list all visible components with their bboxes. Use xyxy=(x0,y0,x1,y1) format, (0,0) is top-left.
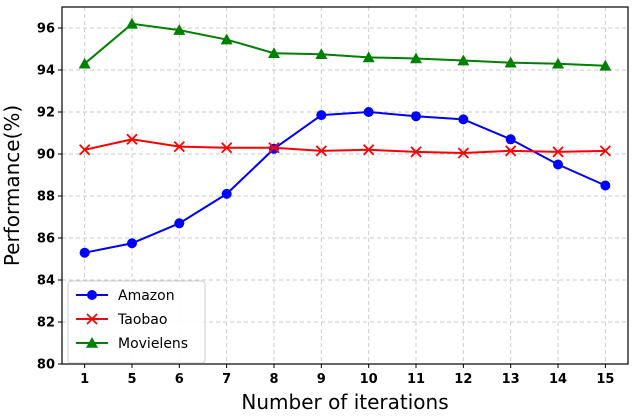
movielens-point xyxy=(410,52,423,64)
x-axis-label: Number of iterations xyxy=(241,390,448,414)
amazon-point xyxy=(505,134,516,145)
legend: Amazon Taobao Movielens xyxy=(67,280,206,364)
x-tick-label: 12 xyxy=(454,372,472,387)
series-layer xyxy=(78,17,612,258)
plot-frame xyxy=(61,6,629,365)
amazon-point xyxy=(126,238,137,249)
taobao-point xyxy=(410,146,422,158)
legend-item-amazon: Amazon xyxy=(76,288,175,304)
taobao-point xyxy=(505,145,517,157)
x-tick-label: 6 xyxy=(175,372,184,387)
movielens-point xyxy=(315,48,328,60)
movielens-point xyxy=(362,51,375,63)
legend-label: Amazon xyxy=(118,288,175,304)
x-marker-stroke xyxy=(552,146,564,158)
amazon-point xyxy=(600,180,611,191)
x-tick-label: 11 xyxy=(407,372,425,387)
x-tick-label: 9 xyxy=(317,372,326,387)
x-tick-label: 5 xyxy=(127,372,136,387)
movielens-point xyxy=(78,57,91,69)
x-marker-stroke xyxy=(126,133,138,145)
taobao-line xyxy=(84,138,606,154)
amazon-point xyxy=(363,107,374,117)
y-tick-label: 94 xyxy=(37,64,55,79)
y-tick-label: 92 xyxy=(37,106,55,121)
x-tick-label: 8 xyxy=(269,372,278,387)
x-tick-label: 14 xyxy=(549,372,567,387)
legend-marker xyxy=(86,337,98,348)
taobao-point xyxy=(268,142,280,154)
y-tick-label: 80 xyxy=(37,358,55,373)
y-tick-label: 96 xyxy=(37,22,55,37)
legend-item-taobao: Taobao xyxy=(76,312,167,328)
x-marker-stroke xyxy=(599,145,611,157)
y-tick-label: 84 xyxy=(37,274,55,289)
amazon-point xyxy=(221,188,232,199)
series-amazon xyxy=(79,107,611,258)
y-tick-label: 88 xyxy=(37,190,55,205)
x-tick-label: 7 xyxy=(222,372,231,387)
movielens-point xyxy=(125,17,138,29)
movielens-point xyxy=(173,24,186,35)
taobao-point xyxy=(79,144,91,156)
series-movielens xyxy=(78,17,612,71)
y-tick-label: 86 xyxy=(37,232,55,247)
movielens-point xyxy=(504,56,517,68)
amazon-point xyxy=(458,114,469,125)
x-marker-stroke xyxy=(79,144,91,156)
taobao-point xyxy=(173,141,185,153)
movielens-point xyxy=(599,59,612,71)
movielens-point xyxy=(457,54,470,66)
x-tick-label: 10 xyxy=(360,372,378,387)
legend-label: Movielens xyxy=(118,336,188,352)
x-marker-stroke xyxy=(363,144,375,156)
y-axis-label: Performance(%) xyxy=(0,105,24,266)
x-marker-stroke xyxy=(315,145,327,157)
series-taobao xyxy=(79,133,611,159)
legend-marker xyxy=(86,313,98,325)
x-marker-stroke xyxy=(221,142,233,154)
x-marker-stroke xyxy=(457,147,469,159)
movielens-line xyxy=(83,22,606,67)
x-marker-stroke xyxy=(86,313,98,325)
amazon-point xyxy=(411,111,422,122)
amazon-point xyxy=(553,159,564,170)
amazon-line xyxy=(84,110,606,254)
movielens-point xyxy=(220,33,233,45)
movielens-point xyxy=(552,57,565,69)
amazon-point xyxy=(174,218,185,229)
taobao-point xyxy=(221,142,233,154)
amazon-point xyxy=(316,110,327,121)
movielens-point xyxy=(267,47,280,58)
legend-item-movielens: Movielens xyxy=(76,336,188,352)
amazon-point xyxy=(79,247,90,258)
taobao-point xyxy=(457,147,469,159)
taobao-point xyxy=(126,133,138,145)
x-marker-stroke xyxy=(173,141,185,153)
x-tick-label: 15 xyxy=(596,372,614,387)
taobao-point xyxy=(315,145,327,157)
taobao-point xyxy=(552,146,564,158)
x-tick-label: 1 xyxy=(80,372,89,387)
y-tick-label: 90 xyxy=(37,148,55,163)
y-tick-label: 82 xyxy=(37,316,55,331)
x-tick-label: 13 xyxy=(502,372,520,387)
x-marker-stroke xyxy=(410,146,422,158)
legend-marker xyxy=(87,290,97,300)
taobao-point xyxy=(363,144,375,156)
x-marker-stroke xyxy=(268,142,280,154)
taobao-point xyxy=(599,145,611,157)
legend-label: Taobao xyxy=(117,312,167,328)
x-marker-stroke xyxy=(505,145,517,157)
